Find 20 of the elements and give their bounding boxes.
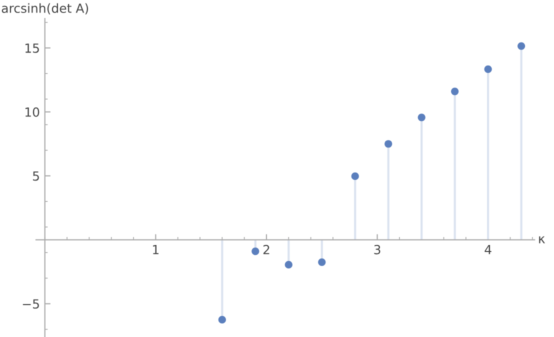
point: [284, 260, 292, 269]
point: [451, 88, 459, 96]
y-tick-label: 5: [33, 171, 39, 181]
x-tick-label: 1: [153, 245, 158, 254]
x-axis-title: κ: [539, 236, 545, 244]
point: [252, 248, 260, 256]
point: [518, 42, 526, 50]
y-tick-label: 10: [25, 107, 40, 117]
x-tick-label: 2: [263, 244, 270, 254]
point: [218, 316, 226, 324]
y-tick-label: −5: [22, 299, 39, 309]
y-axis-title: arcsinh(det A): [2, 3, 88, 14]
y-tick-label: 15: [25, 44, 39, 53]
point: [484, 65, 492, 73]
point: [418, 114, 426, 122]
point: [318, 258, 326, 266]
point: [351, 172, 359, 180]
x-tick-label: 4: [484, 245, 492, 254]
x-tick-label: 3: [374, 244, 380, 254]
point: [384, 140, 392, 148]
